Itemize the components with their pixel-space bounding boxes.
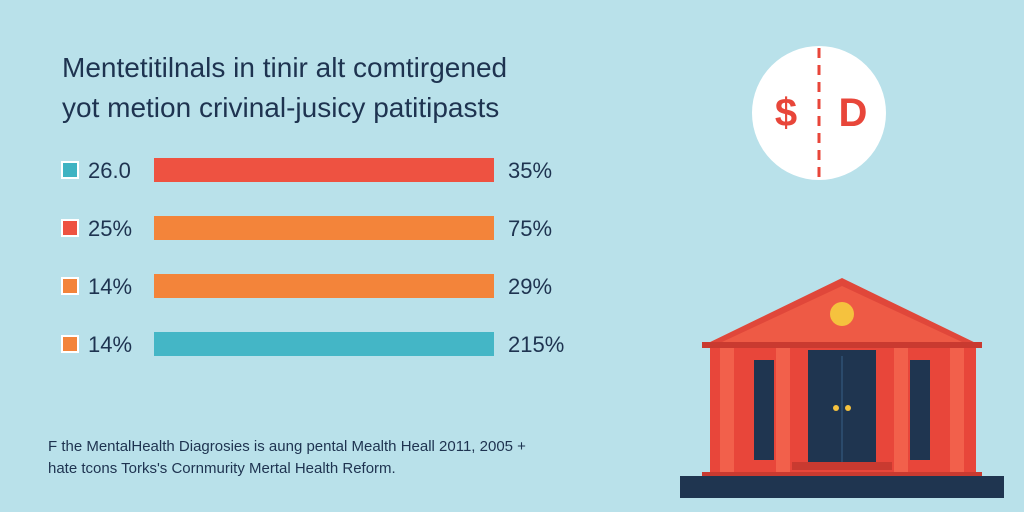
bar	[154, 274, 494, 298]
legend-marker	[61, 335, 79, 353]
row-right-label: 215%	[508, 332, 564, 357]
legend-marker	[61, 161, 79, 179]
footnote-line-2: hate tcons Torks's Cornmurity Mertal Hea…	[48, 460, 396, 477]
door-knob-icon	[845, 405, 851, 411]
row-left-label: 14%	[88, 332, 132, 357]
coin-left-glyph: $	[775, 91, 797, 135]
bar	[154, 332, 494, 356]
row-right-label: 29%	[508, 274, 552, 299]
bar	[154, 216, 494, 240]
bank-column	[720, 348, 734, 476]
bar	[154, 158, 494, 182]
legend-marker	[61, 219, 79, 237]
legend-marker	[61, 277, 79, 295]
footnote-line-1: F the MentalHealth Diagrosies is aung pe…	[48, 438, 526, 455]
chart-title-line-2: yot metion crivinal-jusicy patitipasts	[62, 92, 500, 123]
bank-window-left	[754, 360, 774, 460]
door-knob-icon	[833, 405, 839, 411]
chart-title: Mentetitilnals in tinir alt comtirgened …	[62, 48, 622, 128]
bank-column	[776, 348, 790, 476]
footnote: F the MentalHealth Diagrosies is aung pe…	[48, 436, 608, 480]
chart-title-line-1: Mentetitilnals in tinir alt comtirgened	[62, 52, 508, 83]
bank-column	[894, 348, 908, 476]
bank-column	[950, 348, 964, 476]
row-left-label: 14%	[88, 274, 132, 299]
chart-row: 14% 29%	[61, 274, 552, 299]
coin-disc	[752, 46, 886, 180]
row-left-label: 26.0	[88, 158, 131, 183]
bank-step	[792, 462, 892, 470]
bank-window-right	[910, 360, 930, 460]
chart-row: 14% 215%	[61, 332, 564, 357]
bar-chart: 26.0 35% 25% 75% 14% 29% 14% 215%	[61, 158, 564, 357]
bank-base	[680, 476, 1004, 498]
coin-right-glyph: D	[839, 91, 868, 135]
row-right-label: 35%	[508, 158, 552, 183]
chart-row: 25% 75%	[61, 216, 552, 241]
sun-emblem-icon	[830, 302, 854, 326]
chart-row: 26.0 35%	[61, 158, 552, 183]
row-right-label: 75%	[508, 216, 552, 241]
bank-building-icon	[680, 278, 1004, 498]
dollar-coin-icon: $ D	[752, 46, 886, 180]
row-left-label: 25%	[88, 216, 132, 241]
